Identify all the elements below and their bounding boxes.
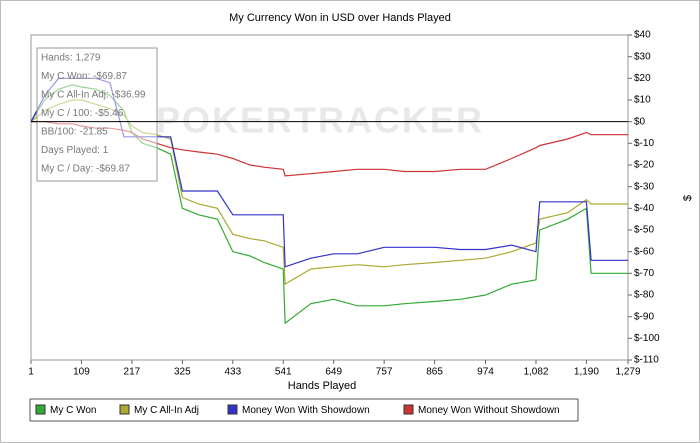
x-tick-label: 757: [376, 367, 393, 378]
tooltip-line: Days Played: 1: [41, 145, 109, 156]
y-tick-label: $20: [634, 73, 651, 84]
y-tick-label: $40: [634, 30, 651, 41]
y-tick-label: $-30: [634, 181, 654, 192]
y-tick-label: $-90: [634, 311, 654, 322]
watermark: POKERTRACKER: [156, 100, 484, 141]
legend: [29, 398, 579, 422]
chart-title: My Currency Won in USD over Hands Played: [229, 12, 451, 24]
y-axis-label: $: [682, 195, 694, 201]
legend-label: Money Won Without Showdown: [418, 405, 560, 416]
plot-area: [30, 34, 629, 361]
legend-swatch: [119, 404, 130, 415]
legend-swatch: [403, 404, 414, 415]
tooltip-line: My C All-In Adj: -$36.99: [41, 90, 146, 101]
x-tick-label: 1,082: [523, 367, 548, 378]
tooltip-line: BB/100: -21.85: [41, 127, 108, 138]
y-tick-label: $-50: [634, 225, 654, 236]
legend-swatch: [227, 404, 238, 415]
y-tick-label: $-80: [634, 290, 654, 301]
tooltip-line: My C / Day: -$69.87: [41, 164, 130, 175]
y-tick-label: $-70: [634, 268, 654, 279]
y-tick-label: $-40: [634, 203, 654, 214]
x-tick-label: 1,190: [574, 367, 599, 378]
x-axis-label: Hands Played: [288, 380, 357, 392]
x-tick-label: 1: [28, 367, 34, 378]
tooltip-line: My C / 100: -$5.46: [41, 108, 124, 119]
tooltip-line: Hands: 1,279: [41, 53, 101, 64]
y-tick-label: $10: [634, 95, 651, 106]
x-tick-label: 649: [325, 367, 342, 378]
x-tick-label: 109: [73, 367, 90, 378]
legend-label: My C Won: [50, 405, 97, 416]
y-tick-label: $30: [634, 51, 651, 62]
x-tick-label: 865: [426, 367, 443, 378]
tooltip: [36, 47, 158, 182]
legend-swatch: [35, 404, 46, 415]
y-tick-label: $-60: [634, 246, 654, 257]
x-tick-label: 433: [224, 367, 241, 378]
x-tick-label: 541: [275, 367, 292, 378]
y-tick-label: $-20: [634, 160, 654, 171]
y-tick-label: $-10: [634, 138, 654, 149]
x-tick-label: 974: [477, 367, 494, 378]
y-tick-label: $0: [634, 116, 646, 127]
legend-label: My C All-In Adj: [134, 405, 199, 416]
y-tick-label: $-100: [634, 333, 660, 344]
x-tick-label: 325: [174, 367, 191, 378]
tooltip-line: My C Won: -$69.87: [41, 71, 127, 82]
x-tick-label: 1,279: [615, 367, 640, 378]
y-tick-label: $-110: [634, 355, 659, 366]
legend-label: Money Won With Showdown: [242, 405, 370, 416]
x-tick-label: 217: [124, 367, 141, 378]
